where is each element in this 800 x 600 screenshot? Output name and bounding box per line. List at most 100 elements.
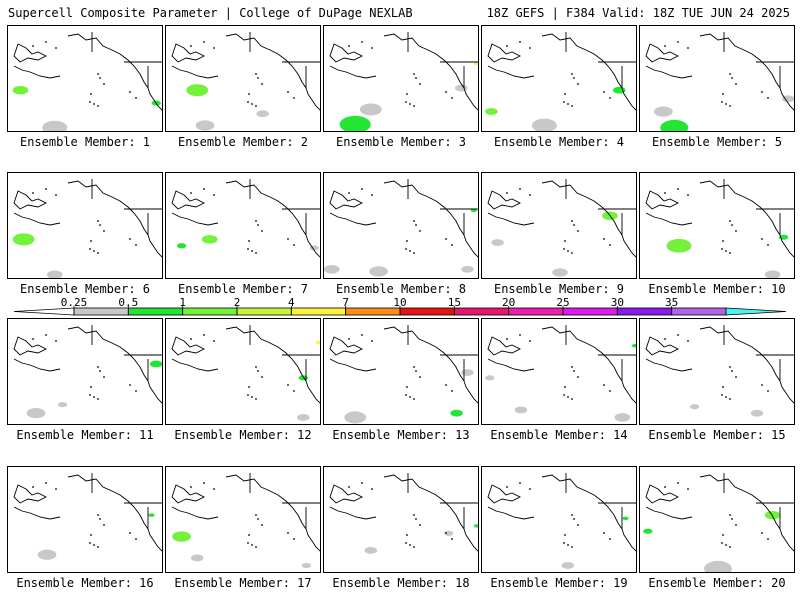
island xyxy=(213,340,215,342)
island xyxy=(405,542,407,544)
aleutian-islands xyxy=(329,212,377,226)
scp-field-patch xyxy=(344,411,367,424)
island xyxy=(89,248,91,250)
island xyxy=(603,532,605,534)
island xyxy=(261,83,263,85)
member-label: Ensemble Member: 13 xyxy=(332,428,470,442)
island xyxy=(415,77,417,79)
island xyxy=(287,91,289,93)
ensemble-panel-9 xyxy=(481,172,637,279)
island xyxy=(564,240,566,242)
island xyxy=(255,514,257,516)
member-label: Ensemble Member: 5 xyxy=(651,135,783,149)
island xyxy=(361,188,363,190)
island xyxy=(45,482,47,484)
ensemble-panel-14 xyxy=(481,318,637,425)
scp-field-patch xyxy=(444,530,454,536)
ensemble-panel-6 xyxy=(7,172,163,279)
island xyxy=(247,394,249,396)
island xyxy=(129,91,131,93)
scp-field-patch xyxy=(455,84,468,92)
legend-tick-label: 2 xyxy=(234,296,241,309)
legend-under-arrow xyxy=(13,307,75,316)
basemap xyxy=(329,32,478,131)
coastline xyxy=(225,33,320,111)
scp-field-patch xyxy=(473,524,478,528)
island xyxy=(257,518,259,520)
scp-field-patch xyxy=(703,560,733,572)
island xyxy=(413,546,415,548)
scp-field-patch xyxy=(614,413,631,422)
island xyxy=(729,398,731,400)
basemap xyxy=(645,325,794,417)
island xyxy=(677,188,679,190)
scp-field-patch xyxy=(643,528,653,534)
island xyxy=(45,41,47,43)
aleutian-islands xyxy=(13,212,61,226)
island xyxy=(729,514,731,516)
scp-field-patch xyxy=(470,208,477,213)
island xyxy=(577,524,579,526)
island xyxy=(563,101,565,103)
island xyxy=(722,386,724,388)
island xyxy=(735,376,737,378)
island xyxy=(129,532,131,534)
member-label: Ensemble Member: 1 xyxy=(19,135,151,149)
aleutian-islands xyxy=(13,65,61,79)
basemap xyxy=(171,179,320,258)
island xyxy=(99,224,101,226)
scp-field-patch xyxy=(461,265,474,273)
aleutian-islands xyxy=(329,65,377,79)
island xyxy=(687,47,689,49)
scp-field-patch xyxy=(176,243,187,249)
basemap xyxy=(13,325,162,419)
island xyxy=(255,220,257,222)
island xyxy=(609,97,611,99)
island xyxy=(293,244,295,246)
scp-field-patch xyxy=(315,340,320,345)
basemap xyxy=(329,325,478,424)
island xyxy=(451,390,453,392)
valid-time: 18Z GEFS | F384 Valid: 18Z TUE JUN 24 20… xyxy=(486,6,790,20)
basemap xyxy=(329,473,478,554)
scp-field-patch xyxy=(339,115,371,131)
island xyxy=(409,250,411,252)
member-label: Ensemble Member: 16 xyxy=(16,576,154,590)
island xyxy=(571,546,573,548)
island xyxy=(571,366,573,368)
island xyxy=(248,93,250,95)
ensemble-panel-20 xyxy=(639,466,795,573)
member-label: Ensemble Member: 8 xyxy=(335,282,467,296)
island xyxy=(506,192,508,194)
island xyxy=(413,514,415,516)
island xyxy=(103,230,105,232)
island xyxy=(55,194,57,196)
island xyxy=(257,370,259,372)
ensemble-panel-16 xyxy=(7,466,163,573)
island xyxy=(190,192,192,194)
island xyxy=(731,518,733,520)
basemap xyxy=(171,325,320,421)
island xyxy=(722,534,724,536)
island xyxy=(97,252,99,254)
island xyxy=(135,97,137,99)
aleutian-islands xyxy=(171,506,219,520)
legend-swatch xyxy=(345,307,401,316)
island xyxy=(563,394,565,396)
island xyxy=(567,544,569,546)
scp-field-patch xyxy=(324,265,340,274)
aleutian-islands xyxy=(487,212,535,226)
island xyxy=(731,77,733,79)
coastline xyxy=(541,33,636,111)
island xyxy=(767,538,769,540)
island xyxy=(519,188,521,190)
alaska-coast xyxy=(487,336,522,356)
island xyxy=(348,45,350,47)
island xyxy=(409,103,411,105)
alaska-coast xyxy=(13,484,48,504)
member-label: Ensemble Member: 19 xyxy=(490,576,628,590)
scp-field-patch xyxy=(631,344,636,348)
island xyxy=(571,105,573,107)
island xyxy=(97,220,99,222)
color-scale-legend: 0.25 0.5 1 2 4 7 10 15 20 25 30 35 xyxy=(13,296,787,316)
